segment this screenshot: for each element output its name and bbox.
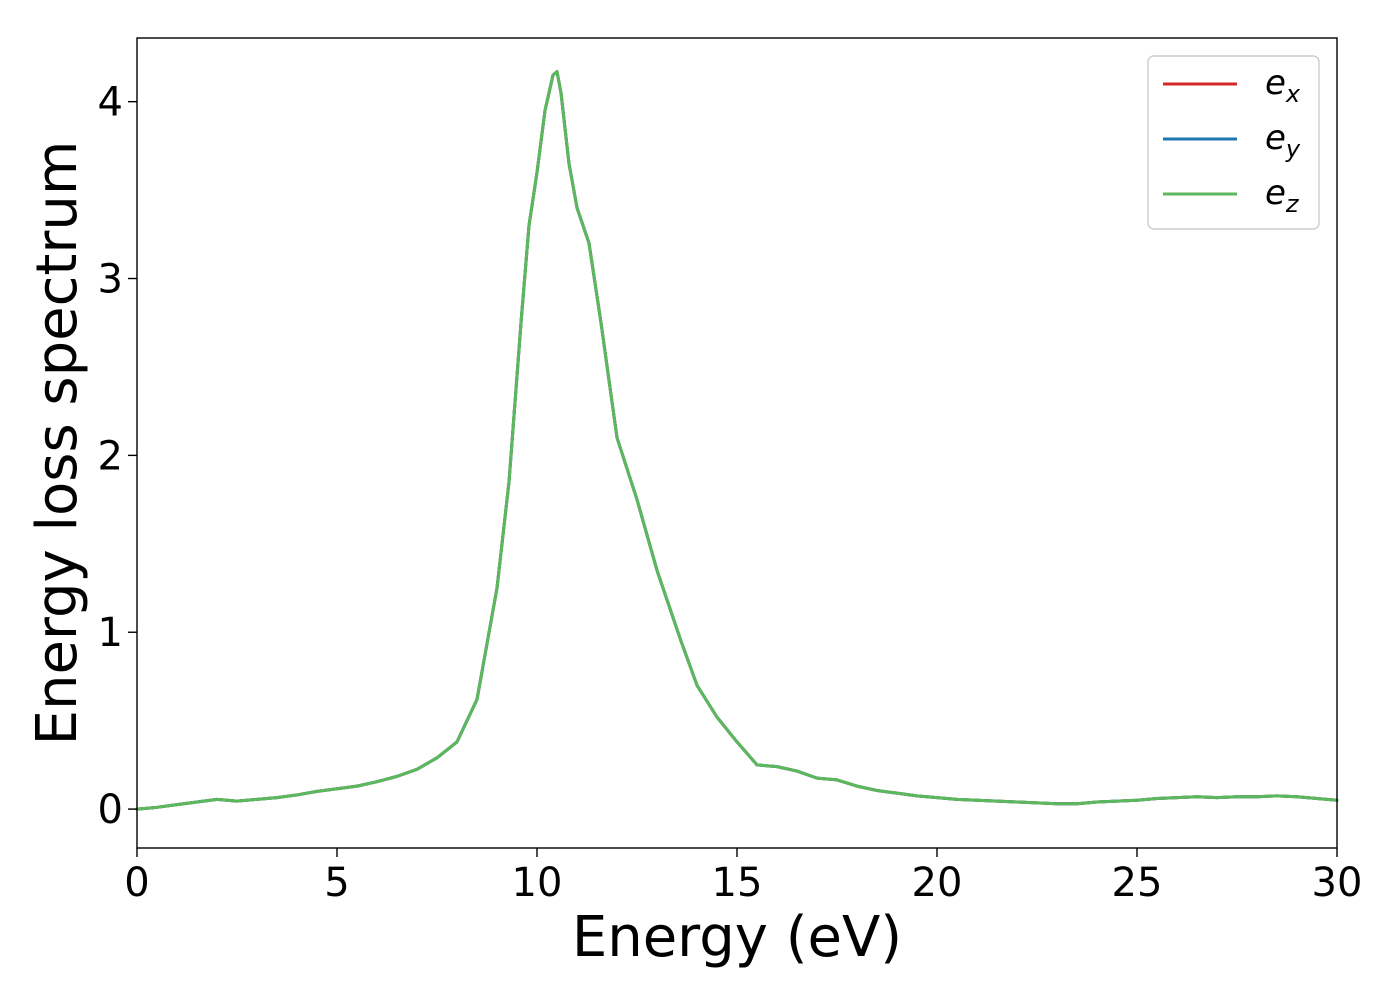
- y-tick-label: 0: [98, 787, 123, 833]
- series-line-ez: [135, 70, 1339, 811]
- x-tick-label: 15: [712, 860, 763, 906]
- y-axis-label: Energy loss spectrum: [25, 141, 90, 746]
- legend-label-ez: ez: [1265, 173, 1300, 218]
- legend-frame: [1147, 55, 1320, 230]
- x-axis-ticks: 0 5 10 15 20 25 30: [124, 848, 1362, 906]
- x-tick-label: 0: [124, 860, 149, 906]
- y-tick-label: 3: [98, 257, 123, 303]
- x-tick-label: 30: [1312, 860, 1363, 906]
- x-axis-label: Energy (eV): [572, 905, 902, 970]
- legend-label-ey: ey: [1265, 118, 1301, 163]
- x-tick-label: 20: [912, 860, 963, 906]
- y-tick-label: 4: [98, 80, 123, 126]
- legend-label-ex: ex: [1265, 63, 1301, 108]
- y-tick-label: 2: [98, 433, 123, 479]
- y-tick-label: 1: [98, 610, 123, 656]
- legend: ex ey ez: [1147, 55, 1320, 230]
- series-layer: [135, 70, 1339, 811]
- y-axis-ticks: 0 1 2 3 4: [98, 80, 137, 833]
- x-tick-label: 10: [512, 860, 563, 906]
- x-tick-label: 5: [324, 860, 349, 906]
- x-tick-label: 25: [1112, 860, 1163, 906]
